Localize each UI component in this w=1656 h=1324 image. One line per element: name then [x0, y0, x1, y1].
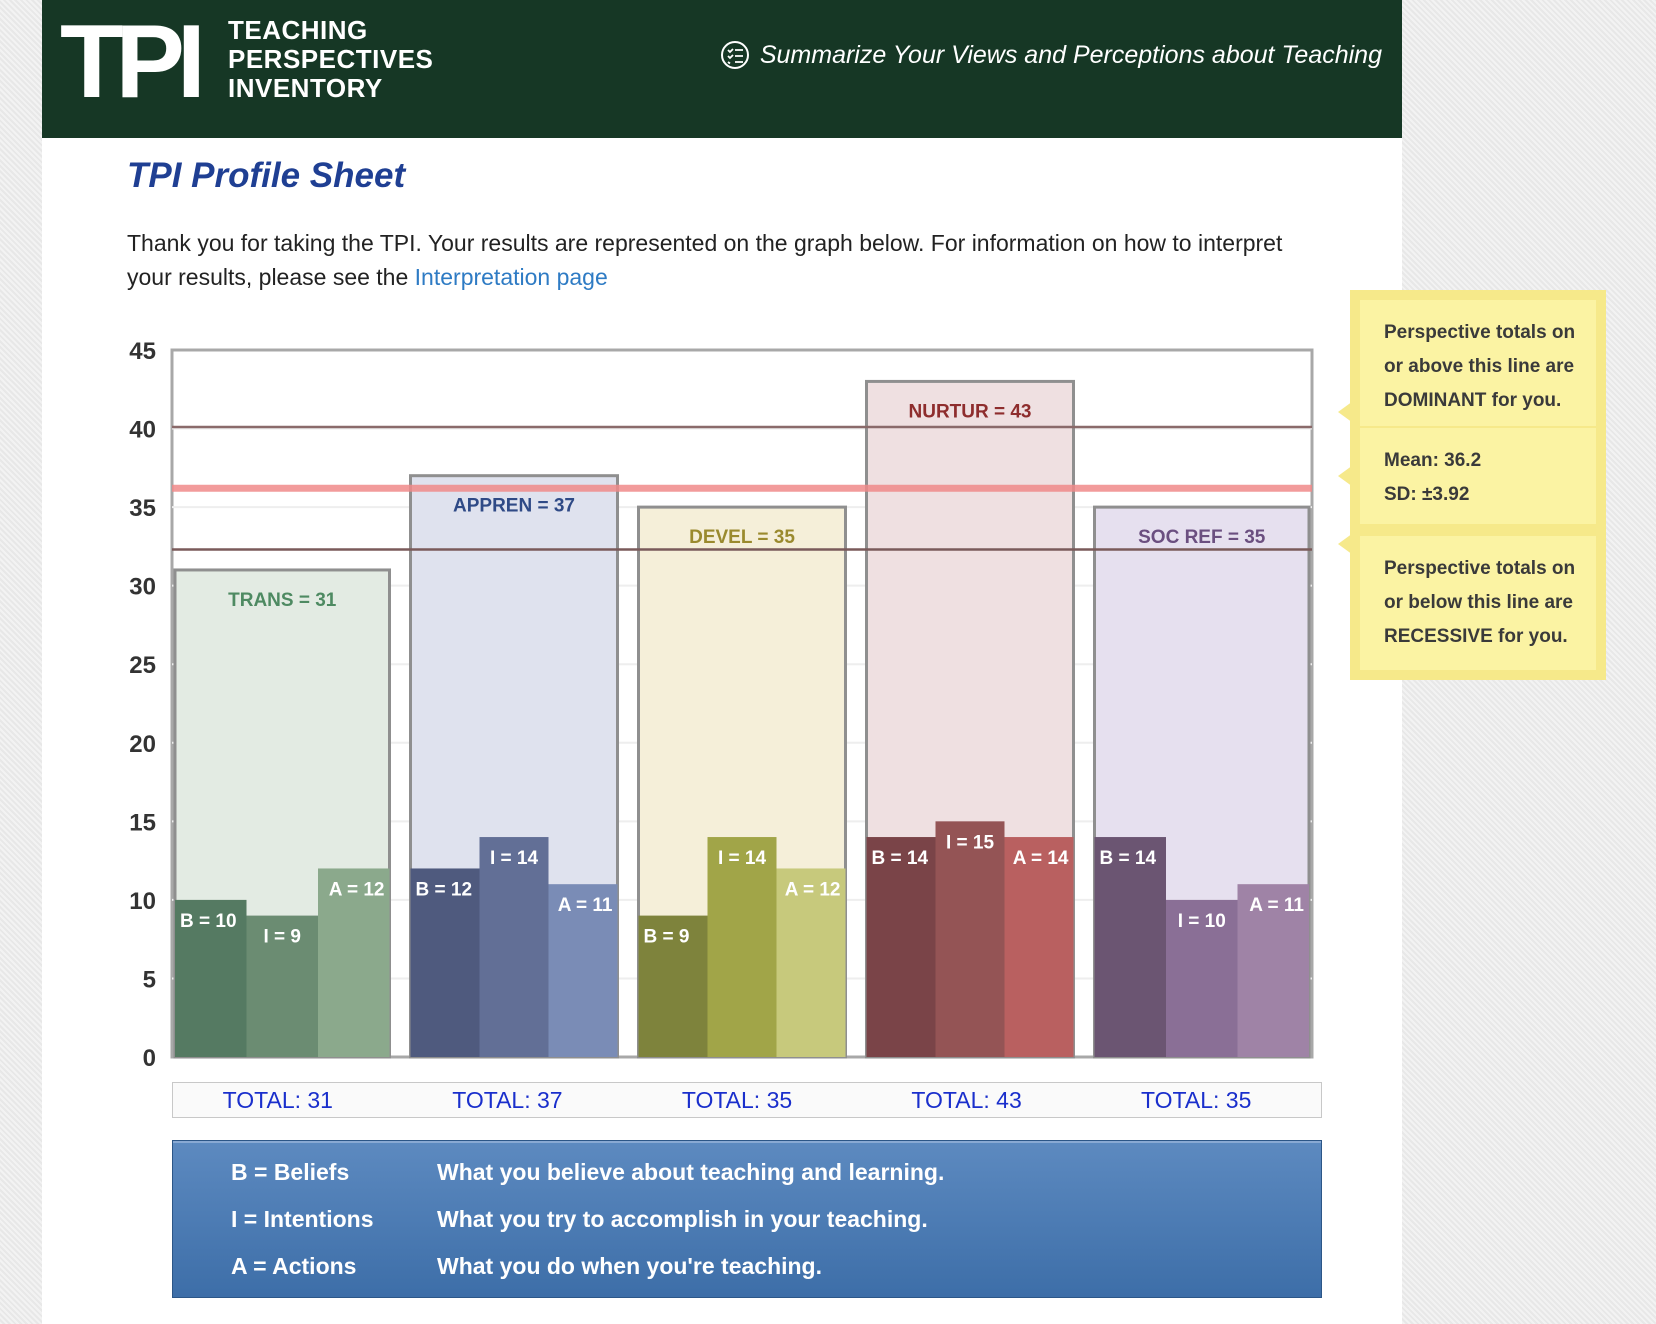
note-line: Perspective totals on	[1384, 558, 1576, 579]
note-dominant: Perspective totals on or above this line…	[1338, 290, 1606, 436]
total-label: TOTAL: 35	[1141, 1087, 1252, 1113]
logo-line: TEACHING	[228, 15, 368, 45]
sticky-notes: Perspective totals on or above this line…	[1338, 290, 1626, 690]
legend-key: I = Intentions	[231, 1206, 374, 1232]
legend-desc: What you do when you're teaching.	[437, 1253, 822, 1279]
tagline: Summarize Your Views and Perceptions abo…	[720, 40, 1382, 70]
page: TPI TEACHING PERSPECTIVES INVENTORY Summ…	[42, 0, 1402, 1324]
logo-line: INVENTORY	[228, 73, 383, 103]
component-bar	[479, 837, 549, 1057]
perspective-label: APPREN = 37	[453, 496, 575, 517]
component-label: I = 15	[946, 832, 994, 853]
component-bar	[1004, 837, 1074, 1057]
legend: B = Beliefs What you believe about teach…	[172, 1140, 1322, 1298]
tagline-text: Summarize Your Views and Perceptions abo…	[759, 40, 1382, 69]
y-tick-label: 5	[143, 966, 156, 993]
y-tick-label: 30	[129, 574, 156, 601]
component-bar	[1237, 884, 1309, 1057]
component-bar	[318, 868, 390, 1057]
total-label: TOTAL: 43	[911, 1087, 1022, 1113]
component-bar	[707, 837, 777, 1057]
total-label: TOTAL: 35	[681, 1087, 793, 1113]
component-bar	[246, 915, 318, 1057]
component-bar	[638, 915, 708, 1057]
component-label: A = 11	[558, 895, 613, 916]
component-bar	[935, 821, 1005, 1057]
note-line: RECESSIVE for you.	[1384, 626, 1568, 647]
component-bar	[548, 884, 618, 1057]
component-label: I = 9	[264, 927, 302, 948]
component-label: B = 12	[416, 879, 473, 900]
page-title: TPI Profile Sheet	[127, 156, 406, 195]
component-label: I = 10	[1178, 911, 1226, 932]
component-label: A = 11	[1249, 895, 1304, 916]
component-label: I = 14	[718, 848, 766, 869]
note-arrow	[1338, 460, 1360, 492]
tpi-chart: 0 5 10 15 20 25 30 35 40 45 TRANS = 31 B = 10 I = 9 A…	[129, 338, 1314, 1072]
logo-wordmark: TEACHING PERSPECTIVES INVENTORY	[228, 16, 433, 103]
component-label: A = 12	[329, 879, 385, 900]
y-tick-label: 40	[129, 417, 156, 444]
y-tick-label: 25	[129, 652, 156, 679]
note-line: Perspective totals on	[1384, 322, 1576, 343]
component-bar	[1094, 837, 1166, 1057]
header: TPI TEACHING PERSPECTIVES INVENTORY Summ…	[42, 0, 1402, 138]
component-label: B = 14	[872, 848, 929, 869]
component-label: I = 14	[490, 848, 538, 869]
note-arrow	[1338, 528, 1360, 560]
y-tick-label: 20	[129, 731, 156, 758]
perspective-label: TRANS = 31	[228, 590, 337, 611]
checklist-icon	[720, 41, 749, 69]
logo[interactable]: TPI	[60, 4, 206, 120]
total-label: TOTAL: 31	[222, 1087, 333, 1113]
perspective-label: NURTUR = 43	[909, 401, 1032, 422]
component-bar	[410, 868, 480, 1057]
legend-desc: What you believe about teaching and lear…	[437, 1159, 945, 1185]
component-bar	[1166, 899, 1238, 1057]
y-tick-label: 10	[129, 888, 156, 915]
note-mean: Mean: 36.2 SD: ±3.92	[1338, 428, 1606, 534]
component-label: B = 9	[644, 927, 690, 948]
component-label: A = 12	[785, 879, 841, 900]
note-line: DOMINANT for you.	[1384, 390, 1562, 411]
note-recessive: Perspective totals on or below this line…	[1338, 526, 1606, 680]
component-bar	[866, 837, 936, 1057]
logo-line: PERSPECTIVES	[228, 44, 434, 74]
perspective-label: DEVEL = 35	[689, 527, 795, 548]
y-tick-label: 0	[143, 1045, 156, 1072]
y-tick-label: 15	[129, 809, 156, 836]
interpretation-link[interactable]: Interpretation page	[414, 264, 608, 290]
intro-text: Thank you for taking the TPI. Your resul…	[127, 226, 1287, 294]
component-label: B = 10	[180, 911, 237, 932]
total-label: TOTAL: 37	[452, 1087, 563, 1113]
perspective-label: SOC REF = 35	[1138, 527, 1266, 548]
legend-key: B = Beliefs	[231, 1159, 350, 1185]
legend-key: A = Actions	[231, 1253, 357, 1279]
y-tick-label: 35	[129, 495, 156, 522]
note-line: or below this line are	[1384, 592, 1573, 613]
legend-desc: What you try to accomplish in your teach…	[437, 1206, 928, 1232]
intro-body: Thank you for taking the TPI. Your resul…	[127, 230, 1283, 290]
note-line: or above this line are	[1384, 356, 1575, 377]
note-line: Mean: 36.2	[1384, 450, 1482, 471]
note-line: SD: ±3.92	[1384, 484, 1470, 505]
component-label: A = 14	[1013, 848, 1069, 869]
note-arrow	[1338, 396, 1360, 428]
y-tick-label: 45	[129, 338, 156, 365]
component-label: B = 14	[1100, 848, 1157, 869]
component-bar	[175, 899, 247, 1057]
component-bar	[776, 868, 846, 1057]
totals-bar: TOTAL: 31 TOTAL: 37 TOTAL: 35 TOTAL: 43 TOTA…	[172, 1082, 1322, 1118]
